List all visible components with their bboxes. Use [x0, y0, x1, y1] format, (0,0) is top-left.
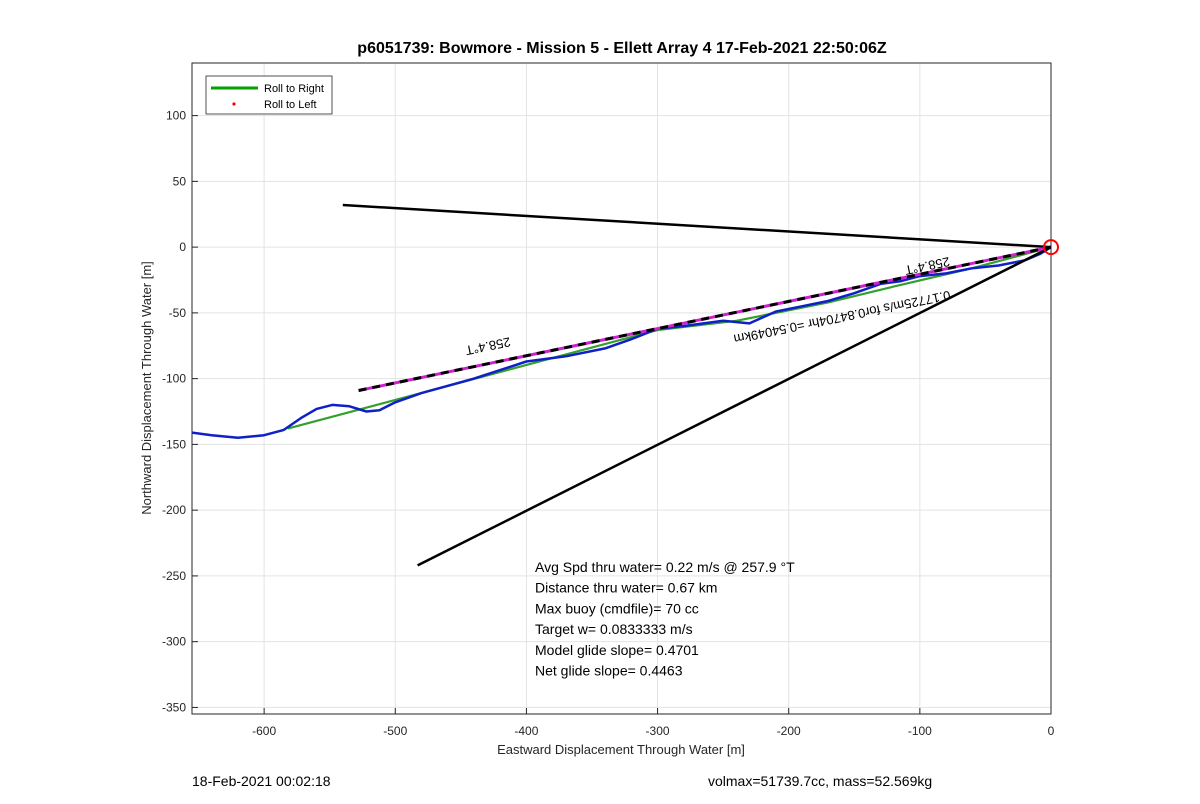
grid — [192, 63, 1052, 714]
series-origin-marker — [1043, 239, 1059, 256]
y-tick-label: -200 — [162, 503, 186, 517]
plot-area — [191, 62, 1052, 715]
series-mean-heading-dash — [358, 245, 1052, 392]
legend-swatch-roll-left — [232, 102, 236, 106]
legend-box — [205, 75, 333, 115]
x-tick-label: 0 — [1048, 724, 1055, 738]
stats-line: Net glide slope= 0.4463 — [535, 663, 683, 679]
x-tick-label: -600 — [252, 724, 276, 738]
footer-timestamp: 18-Feb-2021 00:02:18 — [192, 773, 331, 789]
x-tick-label: -300 — [646, 724, 670, 738]
x-tick-label: -100 — [908, 724, 932, 738]
annotation-label: 258.4°T — [464, 334, 512, 358]
stats-text-box: Avg Spd thru water= 0.22 m/s @ 257.9 °T D… — [535, 559, 795, 679]
legend: Roll to Right Roll to Left — [205, 75, 333, 115]
y-tick-label: 50 — [173, 174, 187, 188]
y-tick-label: -250 — [162, 569, 186, 583]
x-axis-label: Eastward Displacement Through Water [m] — [497, 742, 745, 757]
y-tick-label: -300 — [162, 635, 186, 649]
stats-line: Model glide slope= 0.4701 — [535, 642, 699, 658]
y-axis-label: Northward Displacement Through Water [m] — [139, 261, 154, 515]
x-axis: -600 -500 -400 -300 -200 -100 0 — [252, 708, 1055, 738]
x-tick-label: -400 — [514, 724, 538, 738]
legend-label-roll-left: Roll to Left — [264, 99, 317, 111]
series-group — [192, 203, 1059, 567]
footer-volmax-mass: volmax=51739.7cc, mass=52.569kg — [708, 773, 933, 789]
stats-line: Avg Spd thru water= 0.22 m/s @ 257.9 °T — [535, 559, 795, 575]
y-tick-label: -350 — [162, 700, 186, 714]
x-tick-label: -200 — [777, 724, 801, 738]
chart-title: p6051739: Bowmore - Mission 5 - Ellett A… — [357, 40, 887, 57]
y-axis: -350 -300 -250 -200 -150 -100 -50 0 50 100 — [162, 109, 198, 714]
series-heading-line-2 — [417, 245, 1052, 567]
y-tick-label: 100 — [166, 109, 186, 123]
stats-line: Distance thru water= 0.67 km — [535, 580, 717, 596]
legend-label-roll-right: Roll to Right — [264, 83, 324, 95]
x-tick-label: -500 — [383, 724, 407, 738]
y-tick-label: -50 — [169, 306, 187, 320]
series-track — [192, 246, 1052, 440]
stats-line: Max buoy (cmdfile)= 70 cc — [535, 600, 699, 616]
y-tick-label: -150 — [162, 437, 186, 451]
y-tick-label: -100 — [162, 372, 186, 386]
y-tick-label: 0 — [179, 240, 186, 254]
stats-line: Target w= 0.0833333 m/s — [535, 621, 693, 637]
series-heading-line-1 — [342, 203, 1052, 249]
